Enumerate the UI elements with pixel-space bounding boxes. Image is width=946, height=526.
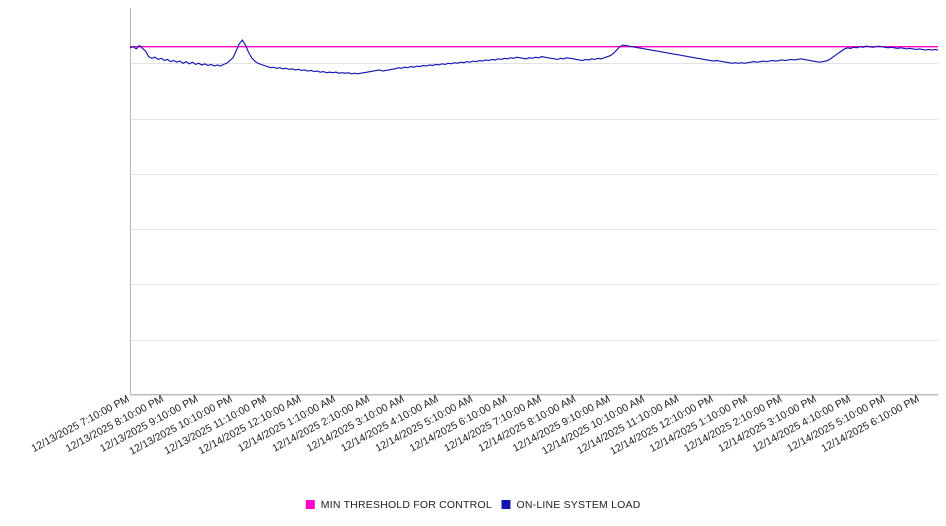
chart-legend: MIN THRESHOLD FOR CONTROL ON-LINE SYSTEM … [305, 499, 641, 511]
gridlines [130, 63, 938, 396]
axes [130, 8, 938, 395]
series-layer [129, 39, 939, 75]
legend-label-2: ON-LINE SYSTEM LOAD [517, 499, 641, 511]
plot-background [130, 8, 938, 395]
legend-label-1: MIN THRESHOLD FOR CONTROL [321, 499, 492, 511]
series-line-2 [129, 39, 939, 75]
legend-swatch-1 [305, 500, 315, 509]
legend-swatch-2 [501, 500, 511, 509]
